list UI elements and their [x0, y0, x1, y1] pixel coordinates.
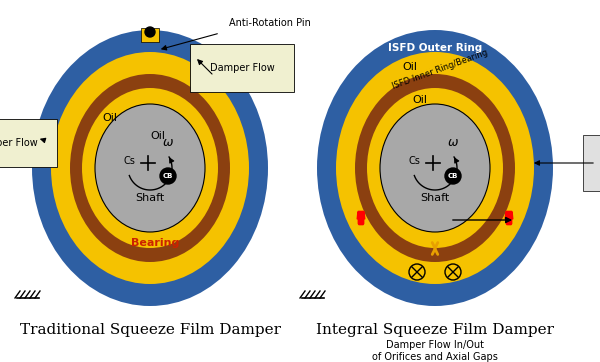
Text: $\omega$: $\omega$ — [162, 135, 174, 148]
Ellipse shape — [355, 74, 515, 262]
Text: Damper Flow: Damper Flow — [0, 138, 37, 148]
Ellipse shape — [409, 264, 425, 280]
Text: Damper Flow: Damper Flow — [209, 63, 274, 73]
Ellipse shape — [160, 168, 176, 184]
Text: Oil: Oil — [403, 62, 418, 72]
Ellipse shape — [445, 264, 461, 280]
Text: Anti-Rotation Pin: Anti-Rotation Pin — [229, 18, 311, 28]
Text: Integral Squeeze Film Damper: Integral Squeeze Film Damper — [316, 323, 554, 337]
Ellipse shape — [336, 52, 534, 284]
Text: Shaft: Shaft — [136, 193, 164, 203]
Text: Oil: Oil — [103, 113, 118, 123]
Bar — [141, 28, 159, 42]
Ellipse shape — [51, 52, 249, 284]
Text: $\omega$: $\omega$ — [447, 135, 459, 148]
Text: Damper Flow In/Out
of Orifices and Axial Gaps: Damper Flow In/Out of Orifices and Axial… — [372, 340, 498, 362]
Ellipse shape — [145, 27, 155, 37]
Text: CB: CB — [163, 173, 173, 179]
Ellipse shape — [95, 104, 205, 232]
Text: ISFD Outer Ring: ISFD Outer Ring — [388, 43, 482, 53]
Ellipse shape — [367, 88, 503, 248]
Ellipse shape — [70, 74, 230, 262]
Text: Bearing: Bearing — [131, 238, 179, 248]
Ellipse shape — [32, 30, 268, 306]
Text: ISFD Inner Ring/Bearing: ISFD Inner Ring/Bearing — [391, 47, 489, 90]
Text: Shaft: Shaft — [421, 193, 449, 203]
Text: Oil: Oil — [413, 95, 427, 105]
Ellipse shape — [445, 168, 461, 184]
Ellipse shape — [380, 104, 490, 232]
Text: CB: CB — [448, 173, 458, 179]
Ellipse shape — [317, 30, 553, 306]
Text: Traditional Squeeze Film Damper: Traditional Squeeze Film Damper — [19, 323, 281, 337]
Text: Cs: Cs — [408, 156, 420, 166]
Ellipse shape — [82, 88, 218, 248]
Text: Oil: Oil — [151, 131, 166, 141]
Text: Cs: Cs — [123, 156, 135, 166]
